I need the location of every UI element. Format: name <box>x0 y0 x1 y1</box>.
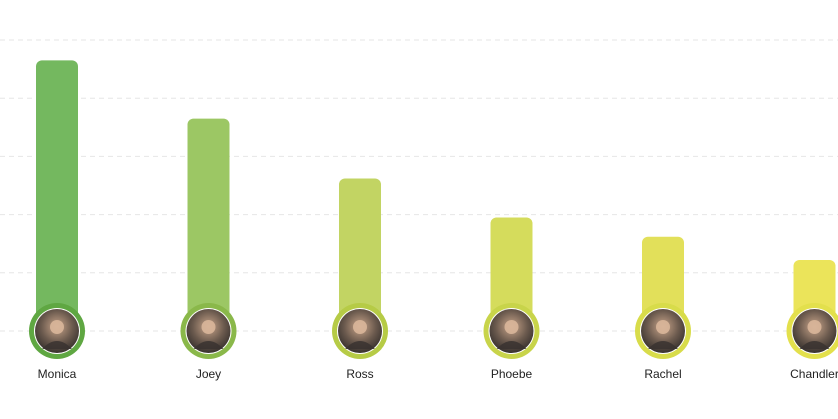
avatar-icon <box>635 303 691 359</box>
avatars <box>29 303 838 359</box>
bars <box>36 60 836 336</box>
bar <box>339 178 381 335</box>
gridlines <box>0 39 838 332</box>
category-label: Phoebe <box>491 367 533 381</box>
category-label: Chandler <box>790 367 838 381</box>
category-label: Joey <box>196 367 221 381</box>
bar <box>36 60 78 336</box>
avatar-icon <box>332 303 388 359</box>
bar <box>187 118 230 335</box>
category-label: Ross <box>346 367 373 381</box>
avatar-icon <box>29 303 85 359</box>
avatar-icon <box>180 303 237 359</box>
category-labels: Monica Joey Ross Phoebe Rachel Chandler <box>38 367 838 381</box>
category-label: Monica <box>38 367 77 381</box>
category-label: Rachel <box>644 367 681 381</box>
avatar-icon <box>786 303 838 359</box>
avatar-icon <box>483 303 540 359</box>
